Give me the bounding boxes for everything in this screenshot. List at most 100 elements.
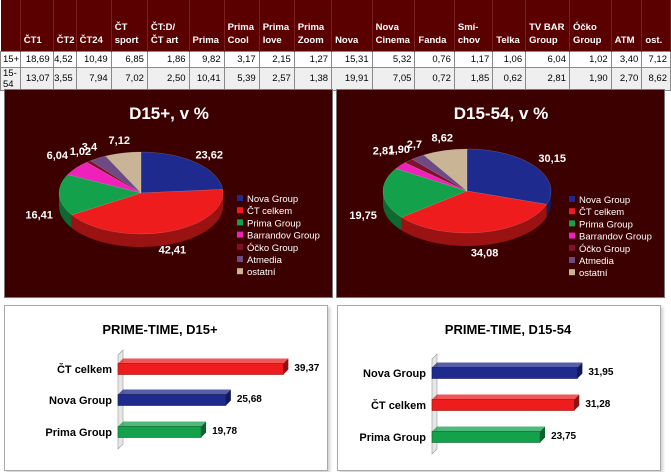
bar-end bbox=[540, 426, 546, 443]
chart-title: D15+, v % bbox=[129, 104, 209, 123]
category-label: Nova Group bbox=[363, 368, 426, 380]
pie-sides bbox=[383, 191, 551, 247]
category-label: Nova Group bbox=[49, 395, 112, 407]
pie-slice-side bbox=[383, 191, 402, 231]
legend-swatch bbox=[237, 256, 243, 262]
bar-top bbox=[118, 421, 207, 427]
bar-chart-primetime-d15plus: PRIME-TIME, D15+ ČT celkem 39,37 Nova Group… bbox=[45, 322, 320, 450]
legend-swatch bbox=[237, 219, 243, 226]
legend-label: ostatní bbox=[579, 268, 608, 279]
table-cell: 5,39 bbox=[223, 66, 260, 91]
legend-label: Óčko Group bbox=[247, 243, 298, 254]
bar-front bbox=[431, 367, 578, 379]
legend-swatch bbox=[569, 196, 575, 202]
table-cell: 2,50 bbox=[146, 66, 190, 91]
row-label: 15-54 bbox=[0, 66, 21, 91]
table-cell: 8,62 bbox=[641, 66, 671, 91]
pie-slice bbox=[382, 168, 468, 218]
legend-label: Atmedia bbox=[579, 256, 615, 267]
chart-title: D15-54, v % bbox=[454, 104, 549, 123]
column-header: Prima Zoom bbox=[294, 0, 333, 51]
table-cell: 13,07 bbox=[19, 66, 54, 91]
column-header: Telka bbox=[492, 0, 527, 51]
pie-slice-side bbox=[401, 204, 547, 247]
column-header: ČT sport bbox=[111, 0, 148, 51]
data-label: 1,90 bbox=[389, 144, 410, 156]
table-cell: 7,94 bbox=[75, 66, 112, 91]
pie-sides bbox=[59, 193, 223, 247]
pie-slice-side bbox=[546, 191, 551, 218]
table-cell: 4,52 bbox=[52, 50, 77, 68]
share-table: ČT1 ČT2 ČT24 ČT sport ČT:D/ ČT art Prima Prima… bbox=[0, 0, 671, 91]
bar-top bbox=[432, 426, 546, 432]
bar bbox=[431, 426, 546, 443]
category-label: Prima Group bbox=[359, 432, 426, 444]
data-label: 8,62 bbox=[432, 133, 453, 145]
pie-slice bbox=[58, 174, 142, 216]
data-label: 3,4 bbox=[82, 142, 98, 154]
table-cell: 1,17 bbox=[453, 50, 494, 68]
pie-slice bbox=[86, 160, 142, 194]
pie-slice bbox=[105, 151, 142, 194]
table-cell: 1,38 bbox=[293, 66, 333, 91]
data-label: 2,7 bbox=[407, 139, 422, 151]
bar-front bbox=[117, 426, 202, 438]
bar-end bbox=[225, 389, 231, 406]
data-label: 31,28 bbox=[585, 399, 610, 410]
data-label: 2,81 bbox=[373, 146, 394, 158]
column-header: Prima love bbox=[259, 0, 295, 51]
data-label: 31,95 bbox=[588, 367, 613, 378]
table-cell: 7,02 bbox=[110, 66, 148, 91]
legend-swatch bbox=[237, 268, 243, 275]
legend-swatch bbox=[237, 243, 243, 250]
bar bbox=[431, 362, 583, 379]
table-cell: 2,81 bbox=[525, 66, 570, 91]
column-header: Fanda bbox=[414, 0, 455, 51]
table-cell: 3,40 bbox=[610, 50, 643, 68]
column-header: ATM bbox=[611, 0, 643, 51]
legend-label: Atmedia bbox=[247, 255, 283, 266]
bar-front bbox=[117, 363, 284, 375]
bar-chart-primetime-d15-54: PRIME-TIME, D15-54 Nova Group 31,95 ČT celk… bbox=[359, 322, 614, 455]
pie-chart-d15plus: D15+, v % 23,62 42,41 16,41 6,04 1,023,4 7,12 N… bbox=[25, 104, 320, 278]
bar-end bbox=[577, 362, 583, 379]
pie-slice bbox=[466, 148, 552, 205]
table-cell: 0,76 bbox=[414, 50, 455, 68]
table-cell: 1,27 bbox=[293, 50, 333, 68]
bar-top bbox=[432, 362, 583, 368]
table-row: 15-54 13,07 3,55 7,94 7,02 2,50 10,41 5,39 2,57 1… bbox=[0, 66, 671, 91]
table-cell: 5,32 bbox=[371, 50, 416, 68]
corner-cell bbox=[0, 0, 21, 51]
pie-slice-side bbox=[59, 193, 72, 228]
bar-front bbox=[117, 394, 227, 406]
table-cell: 15,31 bbox=[331, 50, 373, 68]
legend-swatch bbox=[569, 232, 575, 239]
legend-label: Nova Group bbox=[579, 195, 630, 206]
pie-slices bbox=[58, 151, 224, 235]
bar bbox=[117, 389, 231, 406]
pie-slice-side bbox=[71, 193, 223, 247]
bar-front bbox=[431, 399, 575, 411]
pie-slices bbox=[382, 148, 552, 234]
column-header: TV BAR Group bbox=[525, 0, 570, 51]
legend-label: Nova Group bbox=[247, 194, 298, 205]
legend-label: ČT celkem bbox=[579, 207, 624, 218]
data-label: 23,75 bbox=[551, 431, 576, 442]
data-label: 23,62 bbox=[195, 150, 223, 162]
table-cell: 3,55 bbox=[52, 66, 77, 91]
data-label: 16,41 bbox=[25, 210, 53, 222]
table-cell: 19,91 bbox=[331, 66, 373, 91]
data-label: 34,08 bbox=[471, 247, 499, 259]
data-label: 42,41 bbox=[159, 244, 187, 256]
legend-swatch bbox=[569, 269, 575, 276]
pie-slice bbox=[395, 162, 468, 192]
legend-label: Barrandov Group bbox=[247, 231, 320, 242]
bar-top bbox=[118, 389, 231, 395]
column-header: Smí-chov bbox=[454, 0, 494, 51]
table-cell: 1,90 bbox=[568, 66, 612, 91]
table-cell: 7,05 bbox=[371, 66, 416, 91]
table-cell: 2,70 bbox=[610, 66, 643, 91]
bar-front bbox=[431, 431, 541, 443]
data-label: 30,15 bbox=[538, 153, 566, 165]
pie-slice bbox=[67, 162, 142, 194]
